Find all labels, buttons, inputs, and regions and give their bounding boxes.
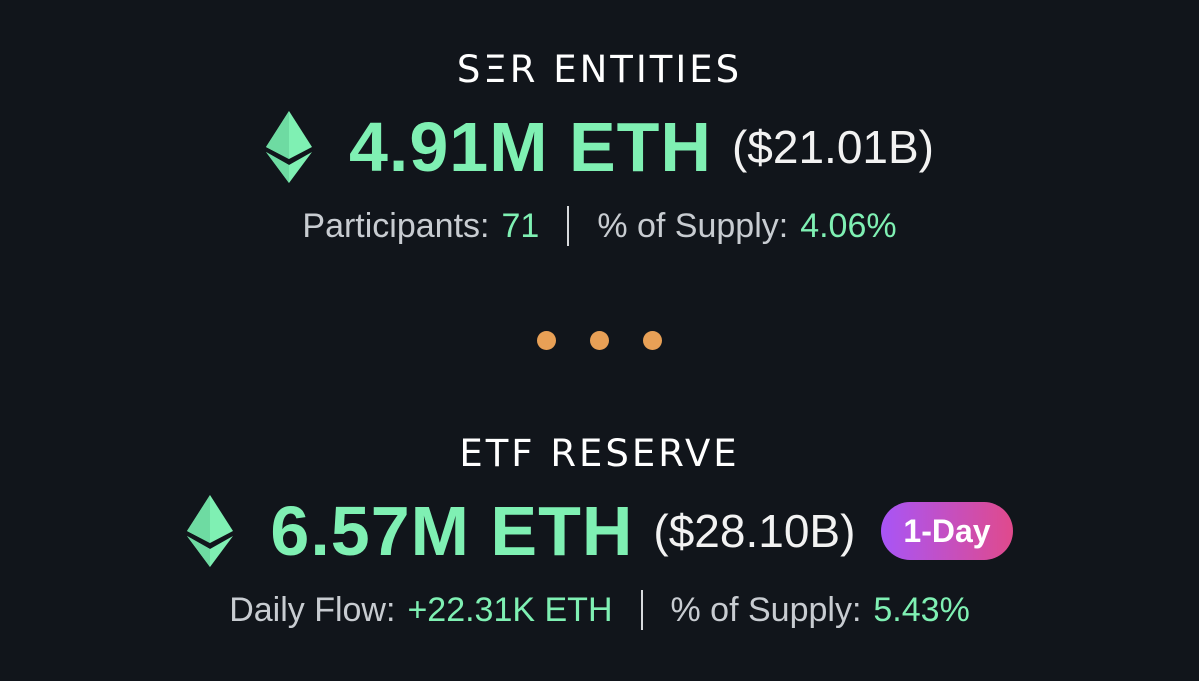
supply-label: % of Supply: [670, 590, 862, 629]
stats-row: Daily Flow: +22.31K ETH % of Supply: 5.4… [0, 590, 1199, 630]
usd-amount: ($21.01B) [731, 121, 934, 173]
holdings-row: 6.57M ETH ($28.10B) 1-Day [0, 486, 1199, 576]
section-title: SΞR ENTITIES [456, 48, 743, 91]
stats-divider [567, 206, 570, 246]
section-title: ETF RESERVE [459, 432, 740, 475]
dot [643, 331, 662, 350]
ethereum-icon [187, 495, 234, 567]
ellipsis-dots-icon [0, 331, 1199, 350]
daily-flow-label: Daily Flow: [229, 590, 396, 629]
daily-flow-value: +22.31K ETH [407, 590, 613, 629]
supply-label: % of Supply: [597, 206, 789, 245]
stats-divider [640, 590, 643, 630]
holdings-row: 4.91M ETH ($21.01B) [0, 102, 1199, 192]
stats-row: Participants: 71 % of Supply: 4.06% [0, 206, 1199, 246]
dot [590, 331, 609, 350]
dot [537, 331, 556, 350]
eth-amount: 4.91M ETH [348, 108, 712, 186]
supply-value: 5.43% [873, 590, 970, 629]
ethereum-icon [265, 111, 312, 183]
supply-value: 4.06% [800, 206, 897, 245]
usd-amount: ($28.10B) [653, 505, 856, 557]
eth-amount: 6.57M ETH [270, 492, 634, 570]
participants-value: 71 [501, 206, 540, 245]
ser-entities-section: SΞR ENTITIES 4.91M ETH ($21.01B) Partici… [0, 48, 1199, 246]
timeframe-badge[interactable]: 1-Day [881, 502, 1013, 560]
participants-label: Participants: [302, 206, 490, 245]
etf-reserve-section: ETF RESERVE 6.57M ETH ($28.10B) 1-Day Da… [0, 432, 1199, 630]
